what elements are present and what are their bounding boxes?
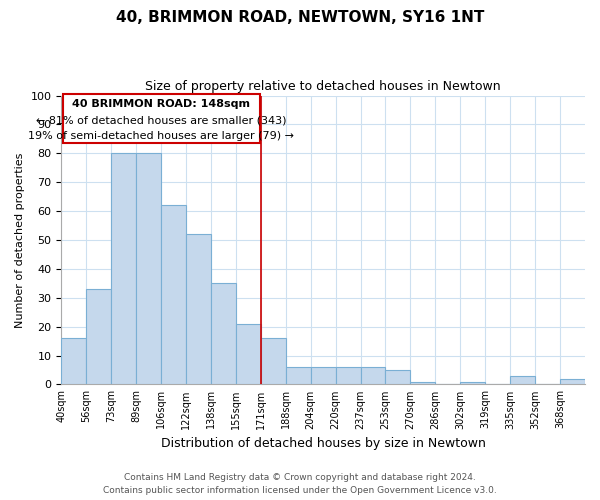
Bar: [510, 376, 535, 384]
Bar: [61, 338, 86, 384]
Bar: [385, 370, 410, 384]
Bar: [211, 284, 236, 384]
Text: 40, BRIMMON ROAD, NEWTOWN, SY16 1NT: 40, BRIMMON ROAD, NEWTOWN, SY16 1NT: [116, 10, 484, 25]
Text: 40 BRIMMON ROAD: 148sqm: 40 BRIMMON ROAD: 148sqm: [72, 98, 250, 108]
Text: ← 81% of detached houses are smaller (343): ← 81% of detached houses are smaller (34…: [36, 115, 286, 125]
Bar: [136, 154, 161, 384]
Bar: [460, 382, 485, 384]
FancyBboxPatch shape: [62, 94, 260, 143]
X-axis label: Distribution of detached houses by size in Newtown: Distribution of detached houses by size …: [161, 437, 485, 450]
Bar: [361, 367, 385, 384]
Bar: [335, 367, 361, 384]
Bar: [286, 367, 311, 384]
Bar: [161, 206, 186, 384]
Bar: [186, 234, 211, 384]
Bar: [410, 382, 436, 384]
Text: Contains HM Land Registry data © Crown copyright and database right 2024.
Contai: Contains HM Land Registry data © Crown c…: [103, 473, 497, 495]
Bar: [86, 289, 111, 384]
Bar: [311, 367, 335, 384]
Bar: [111, 154, 136, 384]
Y-axis label: Number of detached properties: Number of detached properties: [15, 152, 25, 328]
Bar: [261, 338, 286, 384]
Bar: [236, 324, 261, 384]
Bar: [560, 378, 585, 384]
Text: 19% of semi-detached houses are larger (79) →: 19% of semi-detached houses are larger (…: [28, 131, 294, 141]
Title: Size of property relative to detached houses in Newtown: Size of property relative to detached ho…: [145, 80, 501, 93]
